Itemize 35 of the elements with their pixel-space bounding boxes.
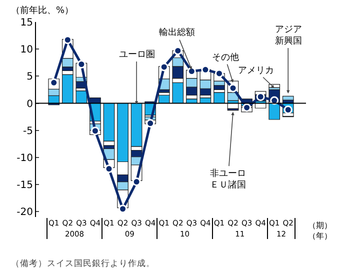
point (284, 106, 292, 114)
bar (130, 102, 142, 147)
y-axis-title: （前年比、%） (11, 5, 74, 16)
bar (214, 85, 225, 90)
bar (282, 96, 294, 100)
text: 非ユーロＥＵ諸国 (210, 168, 246, 191)
point (132, 178, 141, 186)
point (160, 62, 168, 72)
y-tick-label: 15 (20, 18, 33, 28)
bar (214, 92, 225, 104)
point (146, 119, 155, 128)
y-tick-label: -10 (16, 152, 33, 164)
bar (172, 82, 184, 104)
y-tick-label: -5 (23, 126, 33, 137)
point (77, 60, 86, 68)
bar (268, 102, 280, 120)
text: アジア新興国 (275, 25, 302, 47)
point (242, 103, 252, 112)
y-tick-label: 5 (26, 72, 33, 83)
y-tick-label: 0 (26, 98, 33, 110)
y-tick-label: -15 (16, 180, 33, 191)
text: （備考）スイス国民銀行より作成。 (11, 258, 155, 269)
series-label: 輸出総額 (159, 27, 195, 38)
bar (103, 102, 115, 142)
text: ユーロ圏 (119, 49, 155, 60)
point (90, 126, 100, 136)
series-label: その他 (212, 52, 239, 63)
bar (62, 74, 74, 104)
y-tick-label: -20 (16, 207, 33, 218)
point (270, 96, 279, 105)
x-axis-title: （期）（年） (308, 221, 332, 240)
bar (76, 90, 88, 104)
series-label: アメリカ (238, 66, 274, 76)
point (104, 164, 114, 174)
y-tick-label: 10 (20, 44, 33, 56)
